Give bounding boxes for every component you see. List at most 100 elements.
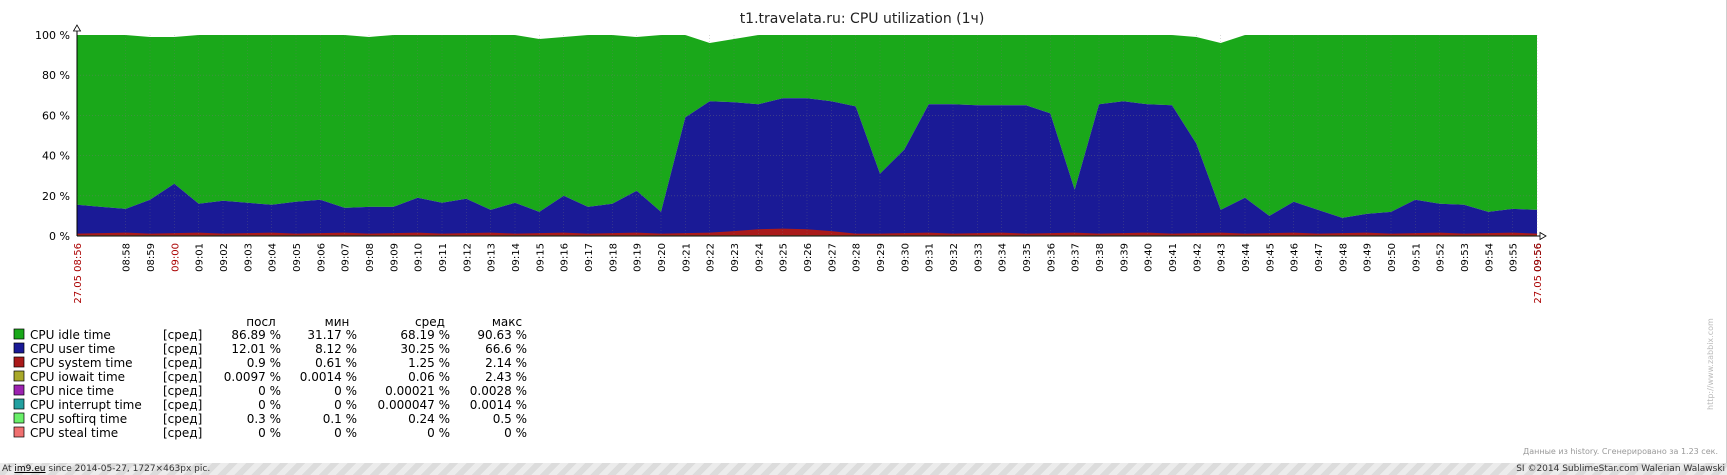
x-axis-arrow xyxy=(1539,231,1547,241)
x-tick-label: 09:34 xyxy=(998,243,1009,272)
y-tick-label: 100 % xyxy=(35,29,70,42)
x-tick-label: 09:30 xyxy=(900,243,911,272)
footer-at: At xyxy=(2,464,12,474)
legend-series-name: CPU user time xyxy=(30,342,115,356)
x-tick-label: 09:15 xyxy=(535,243,546,272)
x-tick-label: 09:04 xyxy=(268,243,279,272)
x-tick-label: 09:20 xyxy=(657,243,668,272)
legend-value: 0 % xyxy=(258,426,281,440)
legend-value: 2.43 % xyxy=(485,370,527,384)
x-tick-label: 09:53 xyxy=(1460,243,1471,272)
x-tick-label: 09:24 xyxy=(754,243,765,272)
x-tick-label: 09:28 xyxy=(852,243,863,272)
legend-value: 0.0028 % xyxy=(470,384,527,398)
legend-value: 86.89 % xyxy=(231,328,281,342)
x-tick-label: 09:29 xyxy=(876,243,887,272)
y-tick-label: 80 % xyxy=(42,69,70,82)
x-tick-label: 09:38 xyxy=(1095,243,1106,272)
x-tick-label: 09:52 xyxy=(1436,243,1447,272)
x-tick-label: 09:41 xyxy=(1168,243,1179,272)
y-axis-arrow xyxy=(72,24,82,32)
x-tick-label: 09:55 xyxy=(1509,243,1520,272)
legend-header: мин xyxy=(325,315,350,329)
legend-value: 0.9 % xyxy=(247,356,281,370)
x-tick-label: 09:11 xyxy=(438,243,449,272)
footer-site-link[interactable]: im9.eu xyxy=(14,464,46,474)
legend-function: [сред] xyxy=(163,398,202,412)
x-tick-label: 09:00 xyxy=(170,243,181,272)
zabbix-watermark: http://www.zabbix.com xyxy=(1706,318,1715,410)
legend-value: 0 % xyxy=(334,384,357,398)
generated-note: Данные из history. Сгенерировано за 1.23… xyxy=(1523,447,1718,456)
legend-value: 0.61 % xyxy=(315,356,357,370)
x-tick-label: 09:12 xyxy=(462,243,473,272)
x-tick-label: 09:05 xyxy=(292,243,303,272)
legend-function: [сред] xyxy=(163,328,202,342)
legend-value: 0 % xyxy=(258,398,281,412)
x-tick-label: 09:27 xyxy=(827,243,838,272)
x-tick-label: 09:08 xyxy=(365,243,376,272)
x-tick-label: 09:44 xyxy=(1241,243,1252,272)
x-tick-label: 09:49 xyxy=(1363,243,1374,272)
legend-function: [сред] xyxy=(163,370,202,384)
legend-header: посл xyxy=(246,315,275,329)
x-tick-label: 09:31 xyxy=(925,243,936,272)
legend-value: 66.6 % xyxy=(485,342,527,356)
legend-value: 0 % xyxy=(427,426,450,440)
x-tick-label: 09:51 xyxy=(1411,243,1422,272)
x-tick-label: 09:22 xyxy=(706,243,717,272)
legend-series-name: CPU idle time xyxy=(30,328,111,342)
legend-value: 0.5 % xyxy=(493,412,527,426)
legend-value: 0.3 % xyxy=(247,412,281,426)
y-tick-label: 40 % xyxy=(42,150,70,163)
legend-value: 90.63 % xyxy=(477,328,527,342)
x-tick-label: 09:03 xyxy=(243,243,254,272)
legend-value: 0 % xyxy=(504,426,527,440)
series-area-cpu-user-time xyxy=(77,98,1537,236)
legend-value: 0.1 % xyxy=(323,412,357,426)
x-tick-label: 08:59 xyxy=(146,243,157,272)
y-tick-label: 60 % xyxy=(42,109,70,122)
x-tick-label: 09:23 xyxy=(730,243,741,272)
x-tick-label: 09:35 xyxy=(1022,243,1033,272)
legend-series-name: CPU iowait time xyxy=(30,370,125,384)
x-tick-label: 09:10 xyxy=(414,243,425,272)
x-tick-label: 09:39 xyxy=(1119,243,1130,272)
legend-header: сред xyxy=(415,315,445,329)
legend-swatch xyxy=(13,426,25,438)
x-tick-label: 09:16 xyxy=(560,243,571,272)
legend-swatch xyxy=(13,398,25,410)
legend-swatch xyxy=(13,356,25,368)
x-end-label: 27.05 09:56 xyxy=(1533,243,1544,304)
x-tick-label: 09:42 xyxy=(1192,243,1203,272)
legend-swatch xyxy=(13,412,25,424)
legend-value: 0.06 % xyxy=(408,370,450,384)
legend-swatch xyxy=(13,384,25,396)
legend-value: 0.24 % xyxy=(408,412,450,426)
x-tick-label: 09:32 xyxy=(949,243,960,272)
legend-value: 1.25 % xyxy=(408,356,450,370)
legend-value: 8.12 % xyxy=(315,342,357,356)
legend-value: 12.01 % xyxy=(231,342,281,356)
x-tick-label: 09:43 xyxy=(1217,243,1228,272)
chart-panel: t1.travelata.ru: CPU utilization (1ч) 0 … xyxy=(13,0,1727,463)
legend-value: 0 % xyxy=(334,426,357,440)
y-tick-label: 20 % xyxy=(42,190,70,203)
y-tick-label: 0 % xyxy=(49,230,70,243)
legend-header: макс xyxy=(492,315,522,329)
legend-function: [сред] xyxy=(163,426,202,440)
legend-value: 0.0014 % xyxy=(300,370,357,384)
legend-value: 0.000047 % xyxy=(378,398,450,412)
x-tick-label: 09:06 xyxy=(316,243,327,272)
x-tick-label: 09:07 xyxy=(341,243,352,272)
legend-swatch xyxy=(13,370,25,382)
x-tick-label: 09:13 xyxy=(487,243,498,272)
x-tick-label: 09:17 xyxy=(584,243,595,272)
x-tick-label: 09:47 xyxy=(1314,243,1325,272)
legend-value: 2.14 % xyxy=(485,356,527,370)
x-tick-label: 09:48 xyxy=(1338,243,1349,272)
legend-series-name: CPU interrupt time xyxy=(30,398,142,412)
x-tick-label: 09:45 xyxy=(1265,243,1276,272)
legend-value: 31.17 % xyxy=(307,328,357,342)
legend-value: 0.00021 % xyxy=(385,384,450,398)
